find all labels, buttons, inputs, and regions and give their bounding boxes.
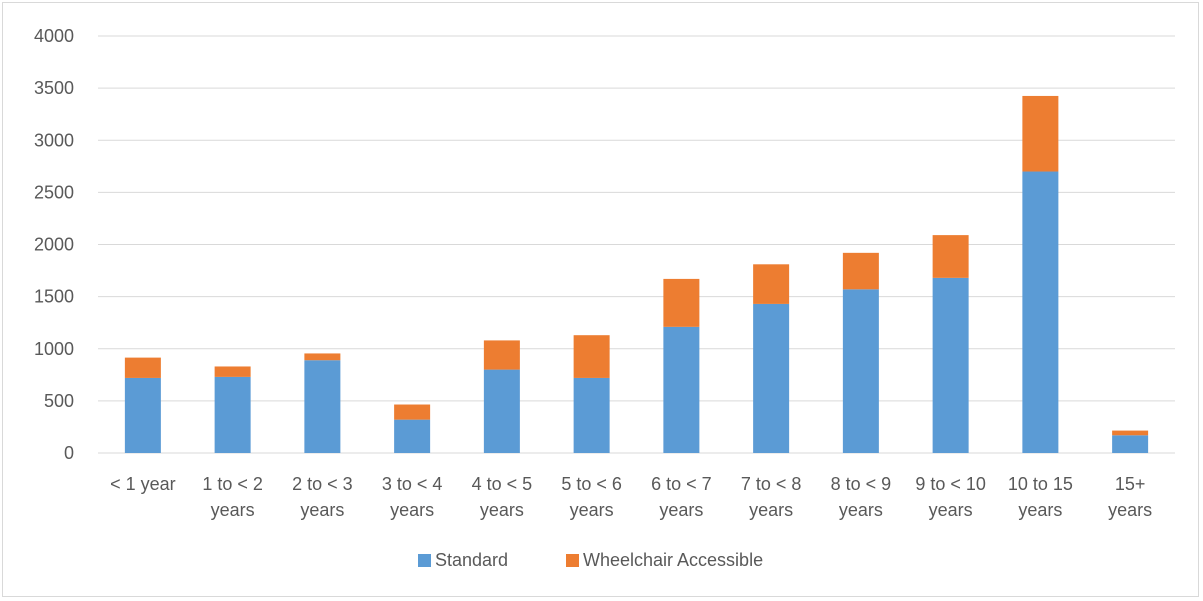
legend-wheelchair-accessible-swatch (566, 554, 579, 567)
bar-standard-11 (1112, 435, 1149, 453)
x-tick-label-7-line-1: years (749, 500, 793, 520)
x-tick-label-9-line-0: 9 to < 10 (915, 474, 986, 494)
x-tick-label-8-line-0: 8 to < 9 (831, 474, 892, 494)
bar-wheelchair-accessible-8 (842, 252, 879, 290)
bar-wheelchair-accessible-1 (214, 366, 251, 377)
x-tick-label-5-line-0: 5 to < 6 (561, 474, 622, 494)
x-tick-label-11-line-0: 15+ (1115, 474, 1146, 494)
bar-wheelchair-accessible-0 (124, 357, 161, 378)
legend-standard-label: Standard (435, 550, 508, 570)
x-tick-label-10-line-0: 10 to 15 (1008, 474, 1073, 494)
y-tick-label-2000: 2000 (34, 235, 74, 255)
bar-wheelchair-accessible-10 (1022, 95, 1059, 172)
bar-standard-5 (573, 377, 610, 453)
bar-standard-8 (842, 289, 879, 453)
x-tick-label-11-line-1: years (1108, 500, 1152, 520)
y-tick-label-1000: 1000 (34, 339, 74, 359)
x-tick-label-3-line-0: 3 to < 4 (382, 474, 443, 494)
bar-wheelchair-accessible-7 (753, 264, 790, 304)
x-tick-label-7-line-0: 7 to < 8 (741, 474, 802, 494)
x-tick-label-9-line-1: years (929, 500, 973, 520)
x-tick-label-1-line-0: 1 to < 2 (202, 474, 263, 494)
bar-standard-9 (932, 277, 969, 453)
y-tick-label-3000: 3000 (34, 130, 74, 150)
bar-wheelchair-accessible-2 (304, 353, 341, 361)
bar-standard-10 (1022, 171, 1059, 453)
x-tick-label-8-line-1: years (839, 500, 883, 520)
y-tick-label-0: 0 (64, 443, 74, 463)
bar-wheelchair-accessible-11 (1112, 430, 1149, 436)
y-tick-label-500: 500 (44, 391, 74, 411)
x-tick-label-6-line-1: years (659, 500, 703, 520)
x-tick-label-6-line-0: 6 to < 7 (651, 474, 712, 494)
x-tick-label-10-line-1: years (1018, 500, 1062, 520)
bar-standard-0 (124, 377, 161, 453)
y-tick-label-2500: 2500 (34, 182, 74, 202)
x-tick-label-3-line-1: years (390, 500, 434, 520)
x-tick-label-4-line-0: 4 to < 5 (472, 474, 533, 494)
bar-wheelchair-accessible-6 (663, 278, 700, 327)
bar-wheelchair-accessible-3 (394, 404, 431, 420)
x-tick-label-2-line-1: years (300, 500, 344, 520)
y-tick-label-1500: 1500 (34, 287, 74, 307)
y-tick-label-3500: 3500 (34, 78, 74, 98)
bar-standard-2 (304, 360, 341, 453)
bar-standard-3 (394, 419, 431, 453)
bar-standard-6 (663, 326, 700, 453)
x-tick-label-1-line-1: years (211, 500, 255, 520)
x-tick-label-5-line-1: years (570, 500, 614, 520)
legend-standard-swatch (418, 554, 431, 567)
bar-standard-4 (483, 369, 520, 453)
y-tick-label-4000: 4000 (34, 26, 74, 46)
legend-wheelchair-accessible-label: Wheelchair Accessible (583, 550, 763, 570)
bar-standard-1 (214, 376, 251, 453)
x-tick-label-0-line-0: < 1 year (110, 474, 176, 494)
bar-wheelchair-accessible-9 (932, 235, 969, 278)
x-tick-label-2-line-0: 2 to < 3 (292, 474, 353, 494)
x-tick-label-4-line-1: years (480, 500, 524, 520)
bar-wheelchair-accessible-5 (573, 335, 610, 378)
bar-standard-7 (753, 303, 790, 453)
bar-wheelchair-accessible-4 (483, 340, 520, 370)
